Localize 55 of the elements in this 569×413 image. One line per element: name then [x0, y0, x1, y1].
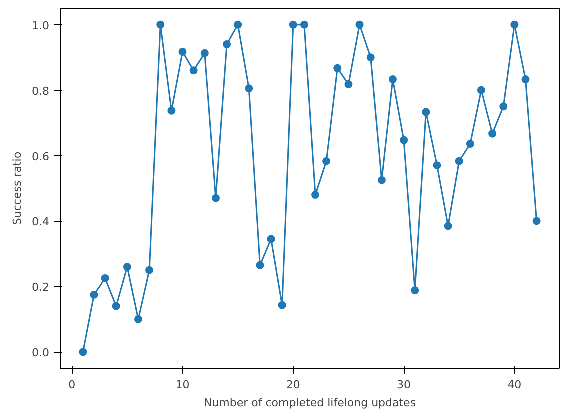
point [400, 136, 408, 144]
point [156, 20, 165, 29]
point [366, 54, 375, 62]
point [168, 106, 176, 115]
point [388, 76, 397, 84]
point [344, 80, 353, 88]
point [178, 48, 187, 56]
point [190, 66, 198, 75]
point [234, 20, 242, 29]
point [223, 40, 232, 48]
point [532, 217, 541, 226]
point [356, 20, 364, 29]
point [433, 162, 442, 170]
point [256, 261, 264, 270]
x-tick-label: 30 [397, 378, 412, 392]
point [334, 64, 342, 72]
point [200, 49, 209, 58]
point [79, 348, 88, 356]
y-tick-label: 0.2 [32, 281, 50, 294]
point [411, 286, 420, 295]
y-tick-label: 1.0 [32, 19, 50, 32]
point [245, 84, 254, 93]
point [146, 266, 154, 274]
x-axis-title: Number of completed lifelong updates [204, 396, 416, 410]
x-tick-label: 20 [286, 378, 300, 392]
point [466, 140, 474, 148]
point [422, 108, 430, 116]
point [322, 157, 331, 166]
x-tick-label: 10 [176, 378, 190, 392]
point [267, 235, 276, 244]
x-tick-label: 0 [68, 378, 76, 392]
point [212, 194, 220, 202]
point [90, 290, 98, 299]
point [378, 176, 386, 184]
y-tick-label: 0.6 [32, 150, 50, 164]
x-tick-label: 40 [508, 378, 522, 392]
point [444, 222, 452, 230]
y-tick-label: 0.4 [32, 216, 50, 229]
y-tick-label: 0.0 [32, 346, 50, 360]
point [500, 102, 508, 111]
point [134, 315, 143, 324]
y-tick-label: 0.8 [32, 84, 50, 98]
point [300, 20, 308, 29]
point [289, 20, 298, 29]
point [522, 76, 530, 84]
y-axis-title: Success ratio [11, 152, 24, 226]
point [123, 263, 132, 272]
point [455, 157, 464, 166]
point [510, 20, 519, 29]
point [101, 274, 110, 282]
point [278, 301, 286, 310]
point [488, 130, 497, 138]
point [312, 191, 320, 200]
point [477, 86, 486, 94]
point [112, 302, 120, 310]
